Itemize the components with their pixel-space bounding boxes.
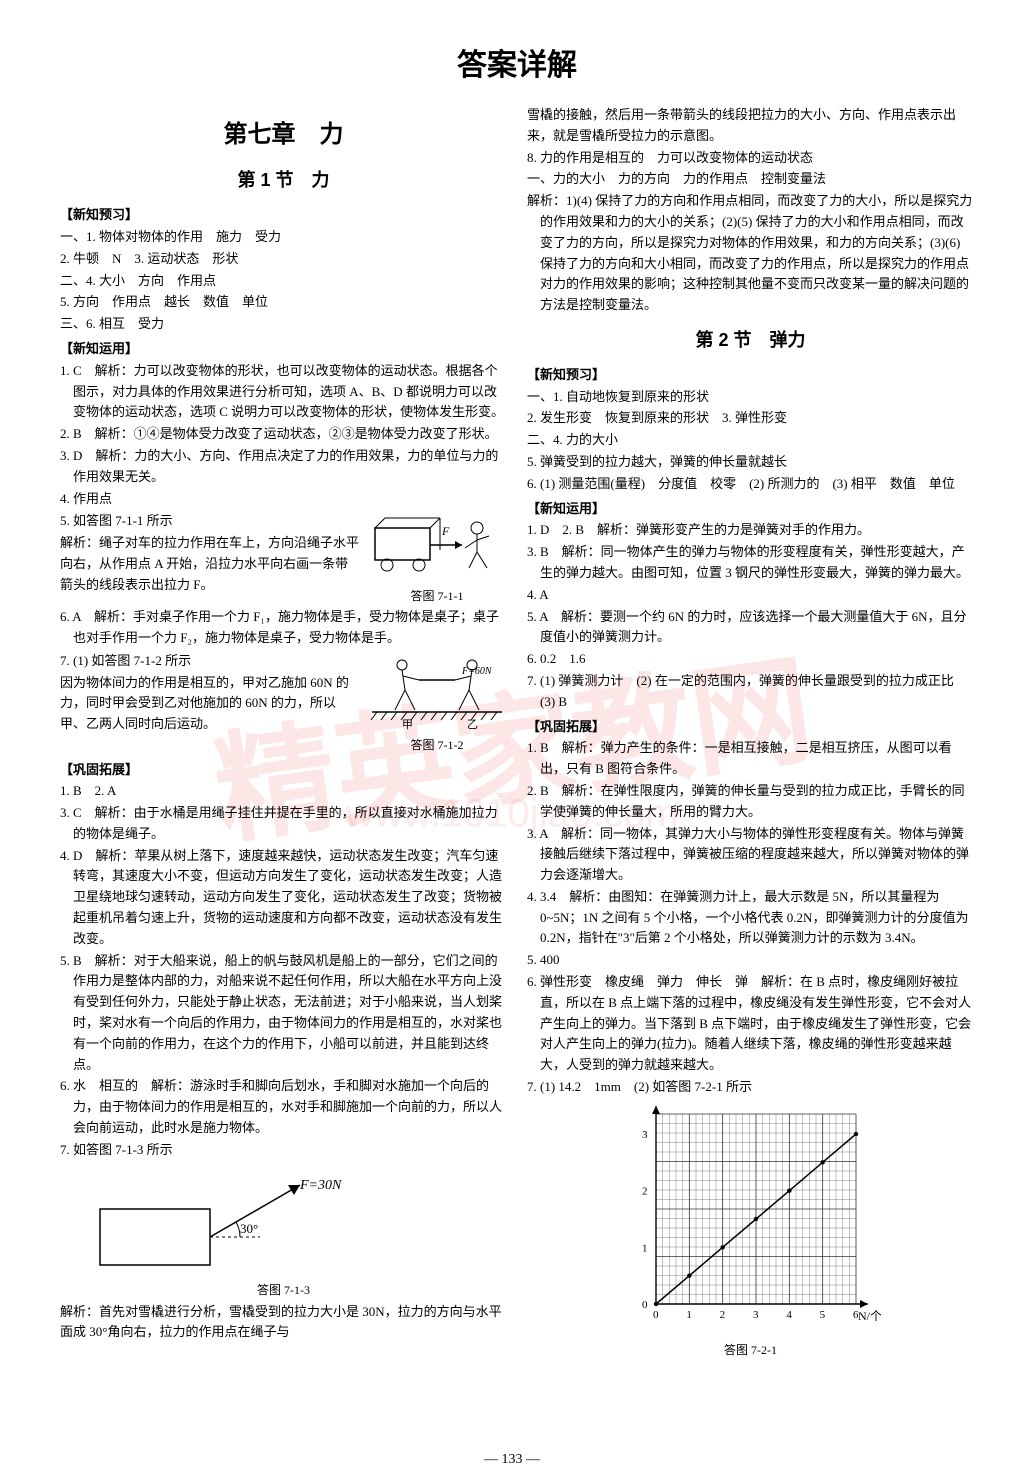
preview-heading-2: 【新知预习】 (527, 365, 974, 386)
svg-text:3: 3 (753, 1309, 759, 1321)
figure-7-1-3: F=30N 30° (90, 1171, 507, 1278)
section-1-title: 第 1 节 力 (60, 166, 507, 195)
svg-text:30°: 30° (240, 1221, 258, 1236)
text-line: 2. B 解析：①④是物体受力改变了运动状态，②③是物体受力改变了形状。 (60, 424, 507, 445)
section-2-title: 第 2 节 弹力 (527, 326, 974, 355)
text-line: 因为物体间力的作用是相互的，甲对乙施加 60N 的力，同时甲会受到乙对他施加的 … (60, 673, 359, 735)
right-column: 雪橇的接触，然后用一条带箭头的线段把拉力的大小、方向、作用点表示出来，就是雪橇所… (527, 104, 974, 1360)
svg-text:F=30N: F=30N (299, 1178, 342, 1193)
page: 精英家教网 www.1010jiao.com 答案详解 第七章 力 第 1 节 … (0, 0, 1024, 1480)
text-line: 6. A 解析：手对桌子作用一个力 F₁，施力物体是手，受力物体是桌子；桌子也对… (60, 607, 507, 649)
two-columns: 第七章 力 第 1 节 力 【新知预习】 一、1. 物体对物体的作用 施力 受力… (60, 104, 974, 1360)
figure-7-1-1-block: 5. 如答图 7-1-1 所示 解析：绳子对车的拉力作用在车上，方向沿绳子水平向… (60, 510, 507, 606)
text-line: 1. D 2. B 解析：弹簧形变产生的力是弹簧对手的作用力。 (527, 520, 974, 541)
text-line: 6. (1) 测量范围(量程) 分度值 校零 (2) 所测力的 (3) 相平 数… (527, 474, 974, 495)
text-line: 7. 如答图 7-1-3 所示 (60, 1140, 507, 1161)
text-line: 7. (1) 如答图 7-1-2 所示 (60, 651, 359, 672)
apply-heading: 【新知运用】 (60, 339, 507, 360)
text-line: 6. 弹性形变 橡皮绳 弹力 伸长 弹 解析：在 B 点时，橡皮绳刚好被拉直，所… (527, 972, 974, 1076)
page-number: — 133 — (0, 1452, 1024, 1468)
svg-text:4: 4 (786, 1309, 792, 1321)
figure-caption: 答图 7-2-1 (527, 1341, 974, 1360)
text-line: 5. 400 (527, 950, 974, 971)
text-line: 2. 发生形变 恢复到原来的形状 3. 弹性形变 (527, 408, 974, 429)
text-line: 解析：1)(4) 保持了力的方向和作用点相同，而改变了力的大小，所以是探究力的作… (527, 191, 974, 316)
extend-heading: 【巩固拓展】 (60, 760, 507, 781)
figure-caption: 答图 7-1-1 (367, 587, 507, 606)
figure-7-2-1: 01234560123ΔL/cmN/个 答图 7-2-1 (527, 1104, 974, 1360)
main-title: 答案详解 (60, 40, 974, 84)
text-line: 3. C 解析：由于水桶是用绳子挂住并提在手里的，所以直接对水桶施加拉力的物体是… (60, 803, 507, 845)
text-line: 5. B 解析：对于大船来说，船上的帆与鼓风机是船上的一部分，它们之间的作用力是… (60, 951, 507, 1076)
figure-7-1-2: F=60N 甲 乙 答图 7-1-2 (367, 650, 507, 756)
svg-text:1: 1 (686, 1309, 692, 1321)
text-line: 二、4. 大小 方向 作用点 (60, 271, 507, 292)
text-line: 5. A 解析：要测一个约 6N 的力时，应该选择一个最大测量值大于 6N，且分… (527, 607, 974, 649)
figure-caption: 答图 7-1-2 (367, 736, 507, 755)
text-line: 5. 方向 作用点 越长 数值 单位 (60, 292, 507, 313)
text-line: 一、1. 自动地恢复到原来的形状 (527, 387, 974, 408)
text-line: 雪橇的接触，然后用一条带箭头的线段把拉力的大小、方向、作用点表示出来，就是雪橇所… (527, 105, 974, 147)
text-line: 6. 水 相互的 解析：游泳时手和脚向后划水，手和脚对水施加一个向后的力，由于物… (60, 1076, 507, 1138)
svg-text:5: 5 (819, 1309, 825, 1321)
text-line: 3. B 解析：同一物体产生的弹力与物体的形变程度有关，弹性形变越大，产生的弹力… (527, 542, 974, 584)
svg-text:2: 2 (642, 1186, 648, 1198)
svg-text:2: 2 (719, 1309, 725, 1321)
text-line: 2. B 解析：在弹性限度内，弹簧的伸长量与受到的拉力成正比，手臂长的同学使弹簧… (527, 781, 974, 823)
text-line: 1. B 解析：弹力产生的条件：一是相互接触，二是相互挤压，从图可以看出，只有 … (527, 738, 974, 780)
figure-caption: 答图 7-1-3 (60, 1281, 507, 1300)
text-line: 3. A 解析：同一物体，其弹力大小与物体的弹性形变程度有关。物体与弹簧接触后继… (527, 824, 974, 886)
text-line: 6. 0.2 1.6 (527, 649, 974, 670)
text-line: 7. (1) 14.2 1mm (2) 如答图 7-2-1 所示 (527, 1077, 974, 1098)
svg-text:ΔL/cm: ΔL/cm (646, 1104, 680, 1107)
text-line: 解析：首先对雪橇进行分析，雪橇受到的拉力大小是 30N，拉力的方向与水平面成 3… (60, 1302, 507, 1344)
text-line: 4. D 解析：苹果从树上落下，速度越来越快，运动状态发生改变；汽车匀速转弯，其… (60, 846, 507, 950)
figure-7-1-2-block: 7. (1) 如答图 7-1-2 所示 因为物体间力的作用是相互的，甲对乙施加 … (60, 650, 507, 756)
chapter-title: 第七章 力 (60, 116, 507, 154)
text-line: 4. A (527, 585, 974, 606)
text-line: 4. 3.4 解析：由图知：在弹簧测力计上，最大示数是 5N，所以其量程为 0~… (527, 887, 974, 949)
figure-7-1-1: F 答图 7-1-1 (367, 510, 507, 606)
svg-text:3: 3 (642, 1129, 648, 1141)
text-line: 一、力的大小 力的方向 力的作用点 控制变量法 (527, 169, 974, 190)
svg-text:F: F (441, 524, 450, 538)
text-line: 7. (1) 弹簧测力计 (2) 在一定的范围内，弹簧的伸长量跟受到的拉力成正比… (527, 671, 974, 713)
svg-text:N/个: N/个 (858, 1309, 881, 1323)
text-line: 解析：绳子对车的拉力作用在车上，方向沿绳子水平向右，从作用点 A 开始，沿拉力水… (60, 533, 359, 595)
svg-text:1: 1 (642, 1242, 648, 1254)
apply-heading-2: 【新知运用】 (527, 499, 974, 520)
text-line: 5. 如答图 7-1-1 所示 (60, 511, 359, 532)
left-column: 第七章 力 第 1 节 力 【新知预习】 一、1. 物体对物体的作用 施力 受力… (60, 104, 507, 1360)
svg-text:0: 0 (642, 1299, 648, 1311)
extend-heading-2: 【巩固拓展】 (527, 717, 974, 738)
text-line: 2. 牛顿 N 3. 运动状态 形状 (60, 249, 507, 270)
svg-text:F=60N: F=60N (461, 666, 493, 677)
text-line: 5. 弹簧受到的拉力越大，弹簧的伸长量就越长 (527, 452, 974, 473)
text-line: 4. 作用点 (60, 489, 507, 510)
svg-text:0: 0 (653, 1309, 659, 1321)
text-line: 1. B 2. A (60, 781, 507, 802)
text-line: 三、6. 相互 受力 (60, 314, 507, 335)
text-line: 一、1. 物体对物体的作用 施力 受力 (60, 227, 507, 248)
svg-text:乙: 乙 (467, 718, 478, 730)
svg-text:甲: 甲 (402, 719, 413, 730)
text-line: 3. D 解析：力的大小、方向、作用点决定了力的作用效果，力的单位与力的作用效果… (60, 446, 507, 488)
preview-heading: 【新知预习】 (60, 205, 507, 226)
text-line: 二、4. 力的大小 (527, 430, 974, 451)
text-line: 1. C 解析：力可以改变物体的形状，也可以改变物体的运动状态。根据各个图示，对… (60, 361, 507, 423)
text-line: 8. 力的作用是相互的 力可以改变物体的运动状态 (527, 148, 974, 169)
